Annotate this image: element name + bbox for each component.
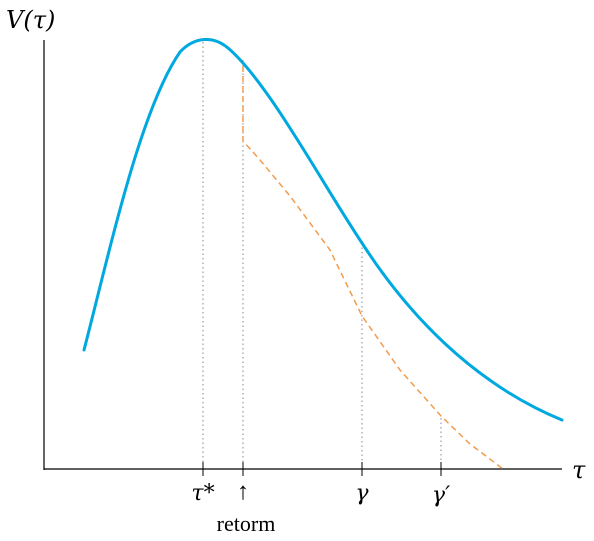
y-axis-label: V(τ): [6, 6, 55, 34]
axes: [43, 40, 562, 470]
guide-lines: [202, 42, 442, 469]
reform-arrow-label: ↑: [237, 479, 249, 505]
gamma-label: γ: [355, 481, 369, 506]
ticks: [202, 462, 442, 476]
gamma-prime-label: γ′: [432, 483, 450, 508]
tau-star-label: τ*: [191, 481, 214, 506]
value-curve: [82, 38, 564, 422]
reform-path: [242, 66, 504, 470]
x-axis-label: τ: [572, 456, 586, 484]
reform-caption: retorm: [217, 511, 276, 536]
